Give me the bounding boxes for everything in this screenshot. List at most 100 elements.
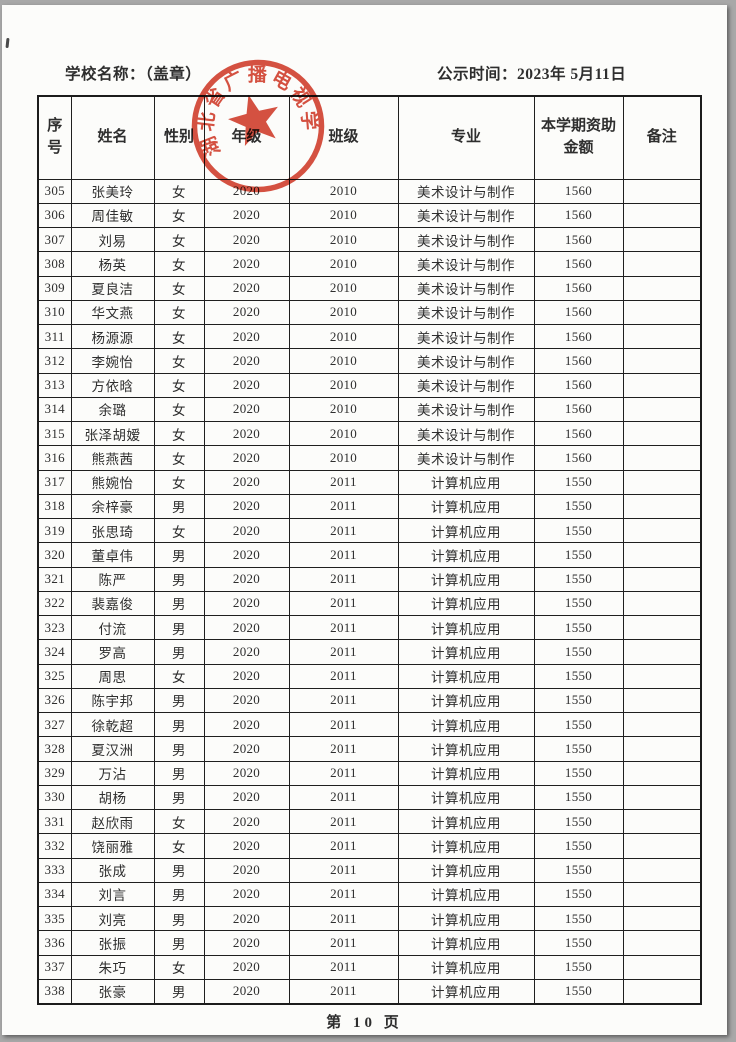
- column-header: 本学期资助金额: [533, 95, 624, 180]
- major-cell: 计算机应用: [397, 784, 535, 811]
- table-row: 336 张振男 2020 2011 计算机应用 1550: [37, 930, 702, 956]
- class-cell: 2010: [288, 348, 399, 374]
- major-cell: 计算机应用: [397, 833, 535, 859]
- gender-cell: 男: [153, 590, 205, 617]
- table-row: 338 张豪男 2020 2011 计算机应用 1550: [37, 978, 702, 1005]
- note-cell: [622, 930, 702, 956]
- grade-cell: 2020: [203, 469, 290, 495]
- class-cell: 2011: [288, 978, 399, 1005]
- major-cell: 美术设计与制作: [397, 396, 535, 423]
- page-number: 第 10 页: [326, 1015, 403, 1031]
- table-row: 335 刘亮男 2020 2011 计算机应用 1550: [37, 905, 702, 932]
- grade-cell: 2020: [203, 808, 290, 835]
- amount-cell: 1550: [533, 905, 624, 932]
- class-cell: 2011: [288, 493, 399, 520]
- gender-cell: 男: [153, 760, 205, 786]
- serial-cell: 336: [37, 930, 72, 956]
- class-cell: 2011: [288, 808, 399, 835]
- major-cell: 美术设计与制作: [397, 323, 535, 350]
- major-cell: 计算机应用: [397, 590, 535, 617]
- gender-cell: 男: [153, 639, 205, 665]
- name-cell: 杨源源: [70, 323, 155, 350]
- name-cell: 张泽胡嫒: [70, 420, 155, 447]
- major-cell: 计算机应用: [397, 663, 535, 689]
- note-cell: [622, 808, 702, 835]
- grade-cell: 2020: [203, 639, 290, 665]
- major-cell: 美术设计与制作: [397, 299, 535, 326]
- amount-cell: 1550: [533, 954, 624, 980]
- class-cell: 2010: [288, 202, 399, 229]
- serial-cell: 331: [37, 808, 72, 835]
- note-cell: [622, 202, 702, 229]
- column-header: 姓名: [70, 95, 155, 180]
- amount-cell: 1550: [533, 687, 624, 714]
- amount-cell: 1550: [533, 493, 624, 520]
- grade-cell: 2020: [203, 881, 290, 908]
- grade-cell: 2020: [203, 954, 290, 980]
- name-cell: 周佳敏: [70, 202, 155, 229]
- table-row: 323 付流男 2020 2011 计算机应用 1550: [37, 614, 702, 641]
- serial-cell: 333: [37, 857, 72, 883]
- class-cell: 2010: [288, 372, 399, 398]
- name-cell: 周思: [70, 663, 155, 689]
- table-row: 317 熊婉怡女 2020 2011 计算机应用 1550: [37, 469, 702, 495]
- major-cell: 计算机应用: [397, 808, 535, 835]
- grade-cell: 2020: [203, 930, 290, 956]
- serial-cell: 306: [37, 202, 72, 229]
- table-row: 322 裴嘉俊男 2020 2011 计算机应用 1550: [37, 590, 702, 617]
- table-row: 320 董卓伟男 2020 2011 计算机应用 1550: [37, 542, 702, 568]
- gender-cell: 男: [153, 930, 205, 956]
- note-cell: [622, 517, 702, 544]
- serial-cell: 328: [37, 736, 72, 762]
- major-cell: 美术设计与制作: [397, 251, 535, 277]
- class-cell: 2010: [288, 275, 399, 301]
- grade-cell: 2020: [203, 590, 290, 617]
- major-cell: 计算机应用: [397, 711, 535, 738]
- table-row: 334 刘言男 2020 2011 计算机应用 1550: [37, 881, 702, 908]
- grade-cell: 2020: [203, 760, 290, 786]
- serial-cell: 316: [37, 445, 72, 471]
- name-cell: 刘易: [70, 226, 155, 253]
- name-cell: 罗高: [70, 639, 155, 665]
- note-cell: [622, 323, 702, 350]
- serial-cell: 329: [37, 760, 72, 786]
- major-cell: 美术设计与制作: [397, 275, 535, 301]
- amount-cell: 1560: [533, 323, 624, 350]
- name-cell: 张思琦: [70, 517, 155, 544]
- name-cell: 赵欣雨: [70, 808, 155, 835]
- document-header: 学校名称：（盖章） 公示时间：2023年 5月11日: [2, 62, 727, 84]
- amount-cell: 1550: [533, 639, 624, 665]
- class-cell: 2011: [288, 590, 399, 617]
- column-header: 专业: [397, 95, 535, 180]
- note-cell: [622, 420, 702, 447]
- gender-cell: 女: [153, 420, 205, 447]
- note-cell: [622, 833, 702, 859]
- name-cell: 胡杨: [70, 784, 155, 811]
- gender-cell: 男: [153, 978, 205, 1005]
- name-cell: 杨英: [70, 251, 155, 277]
- note-cell: [622, 469, 702, 495]
- major-cell: 计算机应用: [397, 881, 535, 908]
- gender-cell: 女: [153, 178, 205, 204]
- table-row: 308 杨英女 2020 2010 美术设计与制作 1560: [37, 251, 702, 277]
- note-cell: [622, 372, 702, 398]
- grade-cell: 2020: [203, 348, 290, 374]
- note-cell: [622, 226, 702, 253]
- amount-cell: 1560: [533, 178, 624, 204]
- serial-cell: 330: [37, 784, 72, 811]
- table-row: 337 朱巧女 2020 2011 计算机应用 1550: [37, 954, 702, 980]
- serial-cell: 318: [37, 493, 72, 520]
- serial-cell: 308: [37, 251, 72, 277]
- name-cell: 夏良洁: [70, 275, 155, 301]
- note-cell: [622, 178, 702, 204]
- serial-cell: 325: [37, 663, 72, 689]
- table-row: 306 周佳敏女 2020 2010 美术设计与制作 1560: [37, 202, 702, 229]
- grade-cell: 2020: [203, 566, 290, 592]
- grade-cell: 2020: [203, 857, 290, 883]
- gender-cell: 男: [153, 542, 205, 568]
- column-header: 序号: [37, 95, 72, 180]
- amount-cell: 1550: [533, 833, 624, 859]
- major-cell: 计算机应用: [397, 930, 535, 956]
- grade-cell: 2020: [203, 711, 290, 738]
- serial-cell: 322: [37, 590, 72, 617]
